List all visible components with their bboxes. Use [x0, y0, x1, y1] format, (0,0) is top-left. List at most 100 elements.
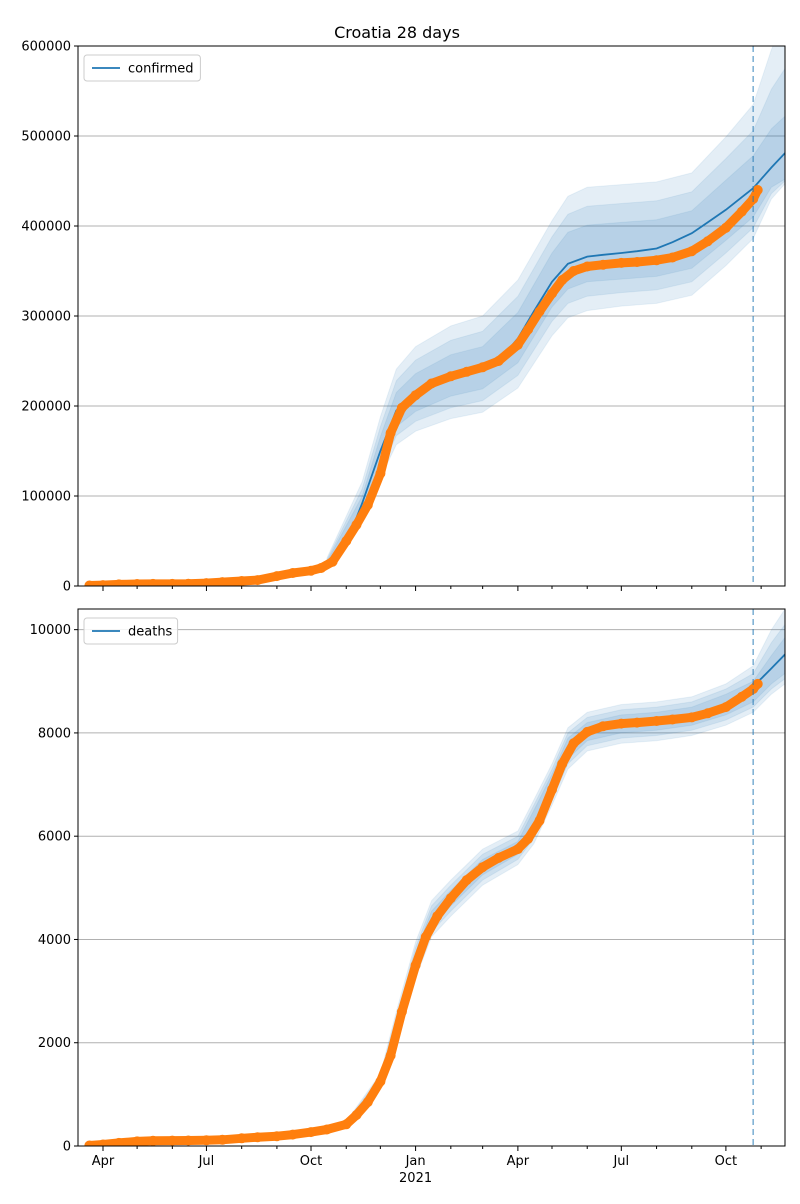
observed-point — [752, 185, 763, 195]
observed-point — [568, 266, 579, 276]
observed-point — [667, 252, 678, 263]
axes-frame — [77, 608, 786, 1147]
observed-point — [167, 578, 178, 586]
confidence-band — [326, 115, 785, 568]
confidence-band — [326, 46, 785, 571]
y-tick-label: 2000 — [38, 1036, 71, 1051]
observed-point — [385, 428, 396, 438]
observed-point — [167, 1135, 178, 1146]
x-tick-label: Jul — [612, 1154, 629, 1169]
observed-point — [362, 1097, 373, 1108]
observed-point — [598, 259, 609, 270]
observed-point — [148, 578, 158, 586]
observed-point — [236, 576, 247, 586]
observed-point — [568, 738, 579, 749]
observed-point — [720, 702, 731, 713]
x-tick-label: Jul — [198, 1154, 215, 1169]
x-year-label: 2021 — [399, 1171, 432, 1186]
observed-point — [351, 519, 362, 530]
observed-point — [287, 568, 298, 578]
observed-point — [477, 862, 488, 873]
confidence-band — [326, 67, 785, 569]
x-tick-label: Oct — [300, 1154, 322, 1169]
observed-point — [201, 578, 212, 586]
y-tick-label: 400000 — [21, 220, 71, 235]
observed-point — [201, 1135, 212, 1146]
observed-point — [341, 1119, 352, 1130]
y-tick-label: 500000 — [21, 130, 71, 145]
x-tick-label: Oct — [715, 1154, 737, 1169]
legend-box — [83, 54, 201, 82]
observed-point — [547, 288, 557, 299]
legend-label: deaths — [128, 625, 173, 640]
observed-point — [98, 580, 108, 586]
y-tick-label: 300000 — [21, 310, 71, 325]
observed-point — [477, 362, 488, 373]
observed-point — [426, 378, 437, 389]
observed-point — [702, 708, 713, 719]
chart-title: Croatia 28 days — [334, 23, 460, 42]
x-tick-label: Apr — [507, 1154, 530, 1169]
observed-point — [667, 714, 678, 725]
observed-point — [252, 1132, 263, 1143]
observed-point — [720, 222, 731, 233]
observed-point — [534, 815, 545, 826]
observed-point — [616, 718, 627, 729]
observed-point — [385, 1050, 396, 1061]
observed-point — [445, 371, 456, 382]
observed-point — [113, 579, 124, 586]
y-tick-label: 0 — [63, 580, 71, 595]
observed-point — [287, 1129, 298, 1140]
x-tick-label: Apr — [92, 1154, 115, 1169]
y-tick-label: 600000 — [21, 40, 71, 55]
observed-point — [651, 716, 662, 726]
observed-point — [512, 844, 523, 855]
observed-point — [461, 875, 472, 886]
y-tick-label: 10000 — [30, 623, 71, 638]
observed-point — [632, 717, 643, 728]
observed-point — [493, 852, 504, 863]
legend-box — [83, 617, 179, 645]
confidence-band — [345, 623, 785, 1128]
observed-point — [493, 356, 504, 366]
observed-point — [84, 1140, 95, 1146]
y-tick-label: 0 — [63, 1140, 71, 1155]
observed-point — [252, 575, 263, 586]
observed-point — [736, 691, 747, 702]
observed-point — [686, 712, 697, 723]
observed-point — [271, 1131, 282, 1142]
observed-point — [534, 306, 545, 317]
observed-point — [616, 257, 627, 268]
observed-point — [702, 236, 713, 247]
observed-point — [410, 960, 421, 971]
observed-point — [306, 565, 316, 576]
observed-point — [736, 206, 747, 217]
observed-point — [582, 726, 593, 737]
observed-point — [236, 1133, 247, 1144]
observed-point — [217, 1134, 228, 1145]
observed-point — [445, 893, 456, 904]
observed-trace — [84, 679, 763, 1146]
confidence-band — [345, 636, 785, 1127]
observed-point — [557, 275, 568, 285]
observed-point — [461, 366, 472, 377]
observed-point — [375, 468, 386, 479]
observed-point — [396, 402, 407, 413]
observed-point — [432, 911, 443, 922]
chart-panel-bottom: 0 2000 4000 6000 8000 10000 Apr Jul Oct Jan Apr Jul… — [30, 608, 786, 1186]
observed-point — [396, 1006, 407, 1017]
observed-point — [316, 563, 327, 573]
observed-point — [341, 536, 352, 546]
observed-point — [321, 1124, 332, 1135]
y-tick-label: 200000 — [21, 400, 71, 415]
y-tick-label: 4000 — [38, 933, 71, 948]
y-tick-label: 6000 — [38, 830, 71, 845]
observed-point — [420, 931, 431, 942]
observed-point — [271, 571, 282, 582]
y-tick-label: 8000 — [38, 726, 71, 741]
observed-point — [598, 721, 609, 732]
observed-point — [132, 579, 143, 586]
legend-label: confirmed — [128, 62, 194, 77]
